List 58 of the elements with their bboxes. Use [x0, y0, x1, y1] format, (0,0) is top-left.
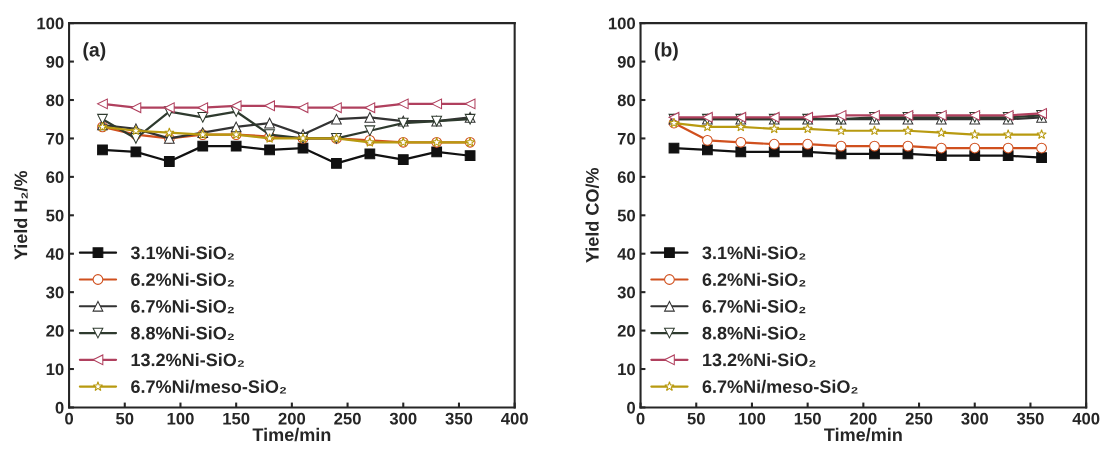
- y-tick-label: 20: [46, 324, 64, 337]
- annotation: (a): [83, 42, 106, 61]
- y-tick-label: 50: [617, 209, 636, 222]
- y-tick-label: 30: [617, 286, 636, 299]
- y-tick-label: 70: [46, 132, 64, 145]
- legend-label: 8.8%Ni-SiO₂: [131, 326, 234, 340]
- x-tick-label: 150: [794, 412, 821, 425]
- y-tick-label: 80: [617, 94, 636, 107]
- legend-label: 6.7%Ni-SiO₂: [702, 299, 806, 314]
- legend-label: 8.8%Ni-SiO₂: [702, 326, 806, 340]
- legend-label: 6.2%Ni-SiO₂: [131, 272, 234, 287]
- y-tick-label: 60: [617, 171, 636, 184]
- x-tick-label: 100: [739, 412, 766, 425]
- y-tick-label: 90: [46, 55, 64, 68]
- legend-label: 6.7%Ni/meso-SiO₂: [702, 379, 858, 394]
- x-tick-label: 0: [636, 412, 645, 425]
- legend-label: 6.7%Ni-SiO₂: [131, 299, 234, 314]
- legend-label: 6.7%Ni/meso-SiO₂: [131, 379, 287, 394]
- y-tick-label: 30: [46, 286, 64, 299]
- x-tick-label: 100: [167, 412, 194, 425]
- y-tick-label: 60: [46, 171, 64, 184]
- legend-label: 3.1%Ni-SiO₂: [130, 245, 234, 260]
- x-tick-label: 250: [905, 412, 933, 425]
- y-tick-label: 10: [618, 363, 636, 376]
- y-axis-title: Yield CO/%: [585, 167, 599, 263]
- y-axis-title: Yield H₂/%: [14, 170, 28, 260]
- y-tick-label: 100: [37, 17, 64, 30]
- x-tick-label: 250: [334, 412, 361, 425]
- x-tick-label: 350: [445, 412, 473, 425]
- x-tick-label: 50: [687, 412, 705, 425]
- y-tick-label: 70: [617, 132, 636, 145]
- x-axis-title: Time/min: [252, 427, 331, 442]
- legend-label: 13.2%Ni-SiO₂: [703, 353, 816, 367]
- y-tick-label: 40: [45, 248, 64, 260]
- x-tick-label: 300: [389, 412, 417, 425]
- legend-label: 6.2%Ni-SiO₂: [702, 272, 806, 287]
- legend-label: 13.2%Ni-SiO₂: [131, 353, 244, 367]
- y-tick-label: 0: [55, 401, 64, 414]
- y-tick-label: 100: [608, 17, 636, 30]
- y-tick-label: 90: [617, 55, 636, 68]
- x-tick-label: 300: [961, 412, 988, 425]
- x-tick-label: 400: [501, 412, 528, 425]
- x-tick-label: 0: [65, 412, 74, 425]
- x-axis-title: Time/min: [824, 427, 902, 442]
- y-tick-label: 80: [46, 94, 64, 107]
- x-tick-label: 150: [223, 412, 250, 425]
- x-tick-label: 50: [116, 412, 134, 425]
- x-tick-label: 200: [278, 412, 306, 425]
- annotation: (b): [654, 42, 678, 61]
- x-tick-label: 200: [850, 412, 877, 425]
- y-tick-label: 20: [617, 324, 636, 337]
- x-tick-label: 400: [1072, 412, 1100, 425]
- y-tick-label: 0: [627, 401, 636, 414]
- y-tick-label: 40: [617, 248, 636, 260]
- x-tick-label: 350: [1016, 412, 1044, 425]
- y-tick-label: 10: [46, 363, 64, 376]
- y-tick-label: 50: [46, 209, 64, 222]
- legend-label: 3.1%Ni-SiO₂: [702, 245, 806, 260]
